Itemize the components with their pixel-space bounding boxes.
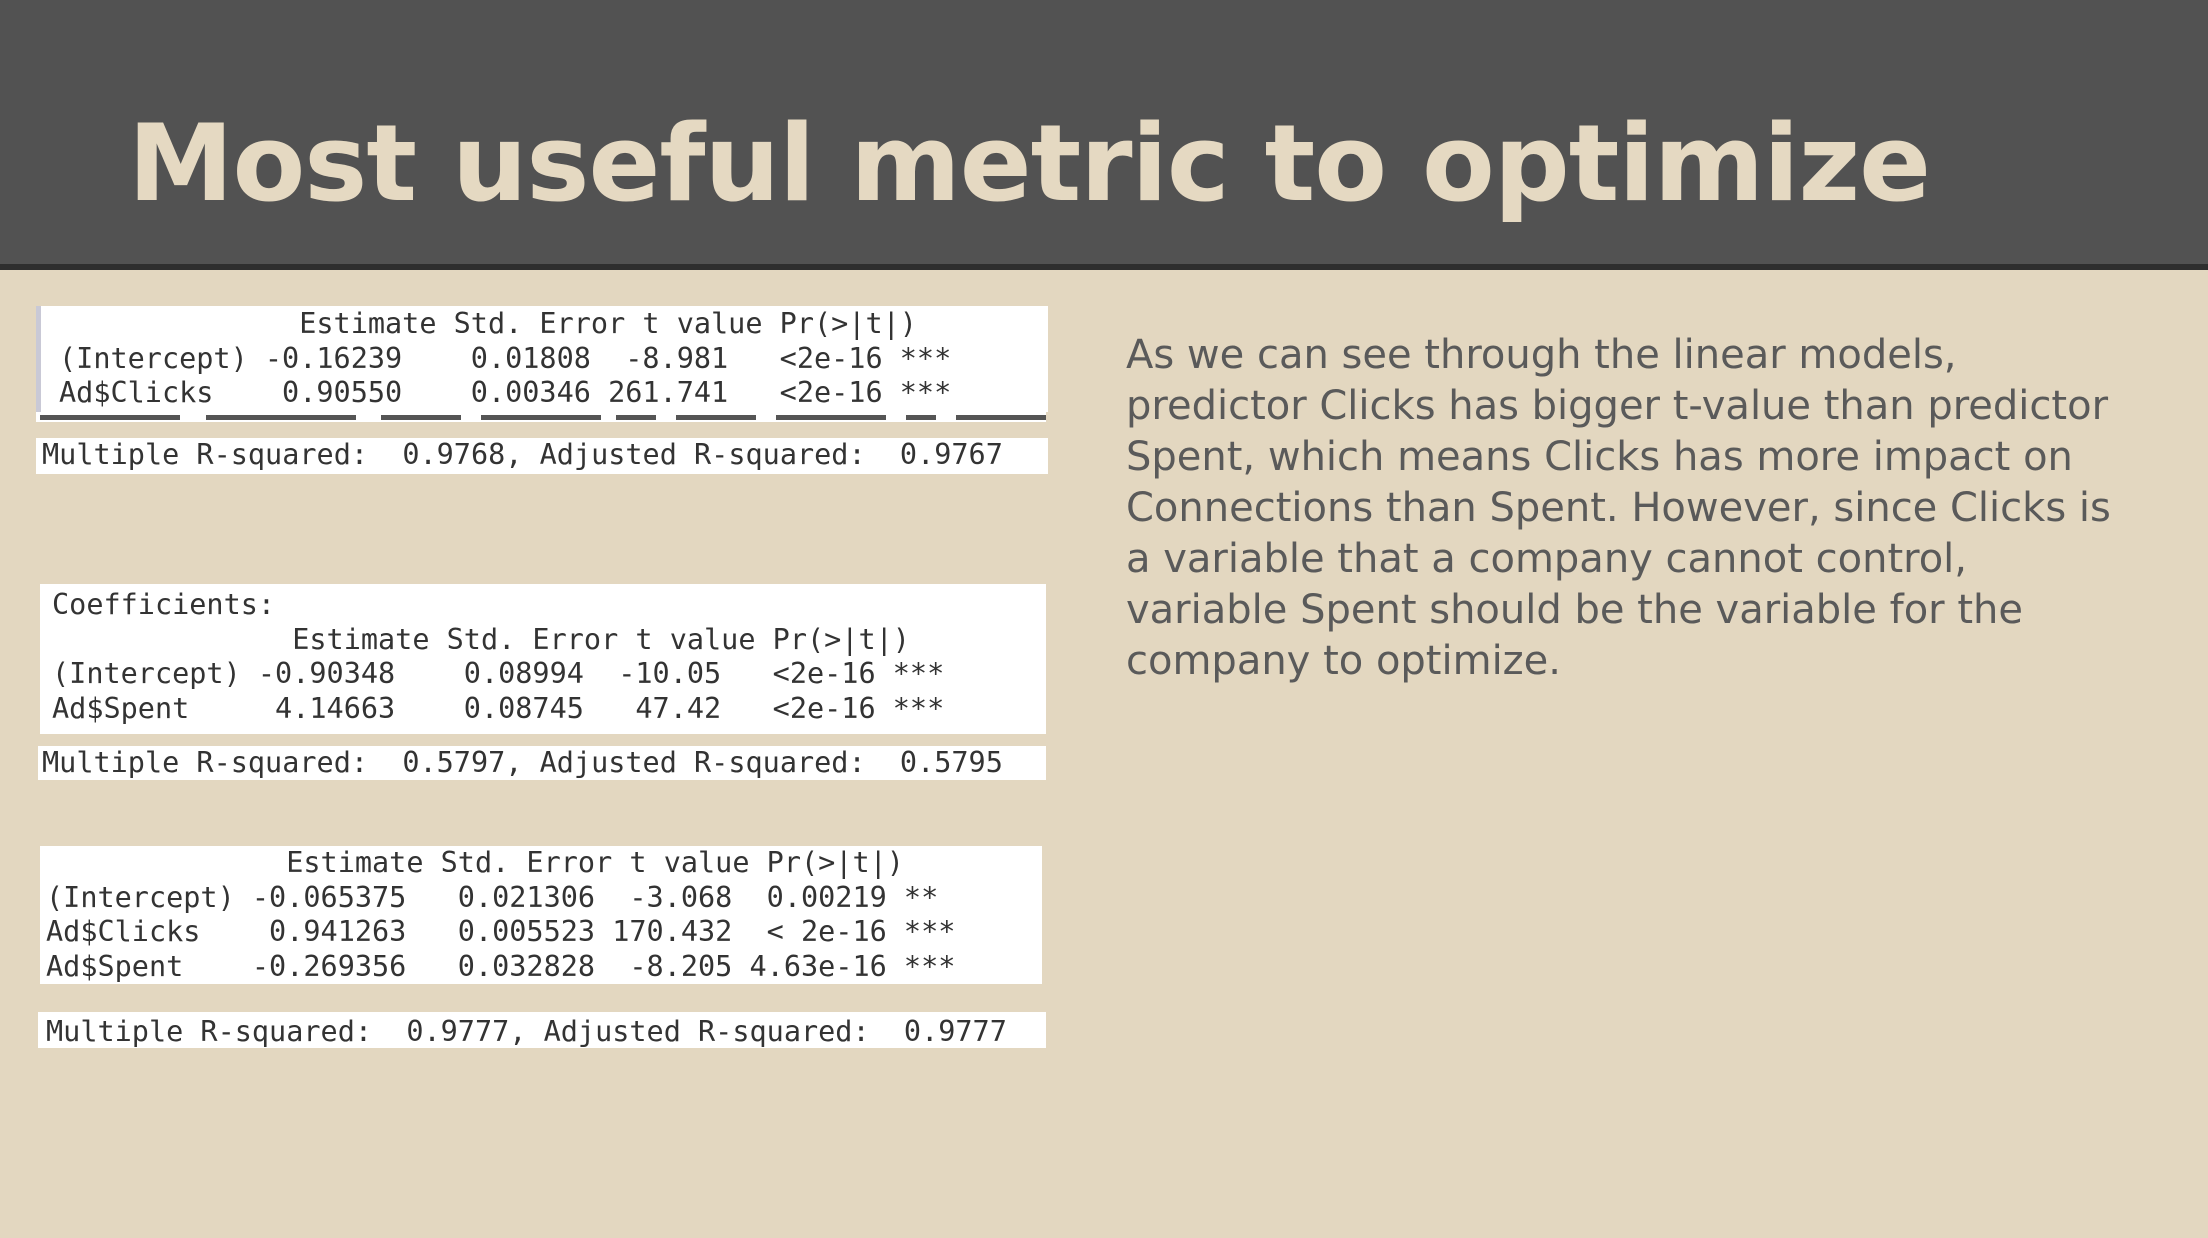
combined-model-r-squared: Multiple R-squared: 0.9777, Adjusted R-s… (38, 1012, 1046, 1048)
coef-row-clicks: Ad$Clicks 0.941263 0.005523 170.432 < 2e… (46, 915, 956, 948)
spent-model-coefficients: Coefficients: Estimate Std. Error t valu… (40, 584, 1046, 734)
coef-header: Estimate Std. Error t value Pr(>|t|) (52, 622, 910, 656)
combined-model-coefficients: Estimate Std. Error t value Pr(>|t|) (In… (40, 846, 1042, 984)
coef-header: Estimate Std. Error t value Pr(>|t|) (59, 307, 917, 340)
coef-row-clicks: Ad$Clicks 0.90550 0.00346 261.741 <2e-16… (59, 376, 952, 409)
coefficients-label: Coefficients: (52, 588, 276, 621)
r-squared-line: Multiple R-squared: 0.5797, Adjusted R-s… (42, 746, 1003, 779)
spent-model-r-squared: Multiple R-squared: 0.5797, Adjusted R-s… (38, 746, 1046, 780)
explanation-text: As we can see through the linear models,… (1126, 332, 2111, 684)
clicks-model-coefficients: Estimate Std. Error t value Pr(>|t|) (In… (36, 306, 1048, 412)
clipped-output-line (36, 412, 1046, 422)
clicks-model-r-squared: Multiple R-squared: 0.9768, Adjusted R-s… (36, 438, 1048, 474)
coef-row-intercept: (Intercept) -0.90348 0.08994 -10.05 <2e-… (52, 657, 945, 690)
coef-row-intercept: (Intercept) -0.065375 0.021306 -3.068 0.… (46, 880, 939, 914)
r-squared-line: Multiple R-squared: 0.9777, Adjusted R-s… (46, 1015, 1007, 1048)
coef-row-intercept: (Intercept) -0.16239 0.01808 -8.981 <2e-… (59, 341, 952, 375)
title-bar: Most useful metric to optimize (0, 0, 2208, 270)
coef-row-spent: Ad$Spent -0.269356 0.032828 -8.205 4.63e… (46, 949, 956, 983)
coef-row-spent: Ad$Spent 4.14663 0.08745 47.42 <2e-16 **… (52, 691, 945, 725)
r-squared-line: Multiple R-squared: 0.9768, Adjusted R-s… (42, 438, 1003, 471)
slide-title: Most useful metric to optimize (128, 102, 1931, 225)
coef-header: Estimate Std. Error t value Pr(>|t|) (46, 846, 904, 879)
